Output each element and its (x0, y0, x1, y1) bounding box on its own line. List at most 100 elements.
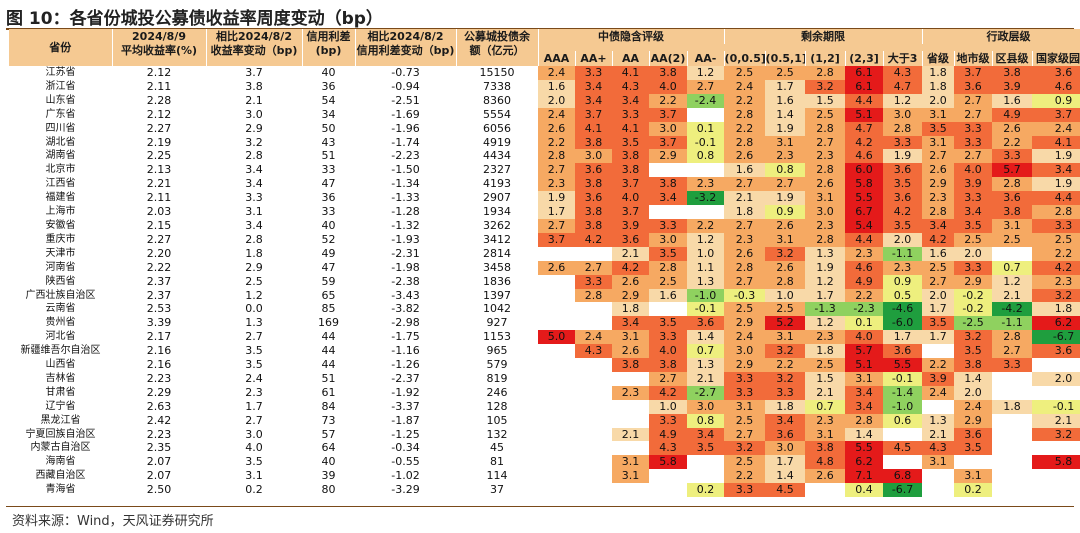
table-cell: 61 (321, 385, 336, 399)
table-cell: 2.3 (1032, 274, 1080, 289)
table-cell: -2.98 (391, 316, 420, 330)
table-cell: -6.0 (883, 316, 923, 331)
table-cell: 2.8 (724, 260, 766, 275)
table-cell: 3.3 (575, 274, 612, 289)
table-cell: 4.3 (649, 441, 687, 456)
table-cell: 2.1 (245, 93, 263, 107)
table-cell: 36 (321, 79, 336, 93)
table-cell: 2907 (483, 191, 511, 205)
table-cell: 37 (490, 483, 504, 497)
table-cell: 2.8 (922, 205, 955, 219)
table-cell: 2.11 (146, 191, 172, 205)
table-cell: 2.7 (922, 274, 955, 289)
table-row: 黑龙江省 2.42 2.7 73 -1.87 105 3.3 0.8 2.5 3.4 2.3 2.8 0… (9, 413, 1080, 428)
table-cell: 3.0 (883, 107, 923, 122)
header-admin-col: 区县级 (992, 51, 1033, 66)
table-cell: 2.8 (992, 330, 1033, 345)
table-cell: 2.11 (146, 79, 172, 93)
table-cell: 1.4 (765, 107, 806, 122)
table-cell: 2.35 (146, 441, 172, 455)
table-cell: 3.3 (954, 191, 993, 206)
table-cell: 3.5 (954, 344, 993, 359)
table-cell (1032, 358, 1080, 372)
table-cell: 0.0 (245, 302, 263, 316)
table-cell: 2.5 (922, 260, 955, 275)
table-cell: 3.6 (765, 427, 806, 442)
table-cell: 2.9 (245, 121, 263, 135)
table-cell (922, 400, 954, 414)
province-name: 山东省 (45, 94, 76, 106)
table-cell: 4.9 (649, 427, 687, 442)
table-cell: 3.1 (245, 469, 263, 483)
table-cell: 1.7 (922, 302, 955, 317)
province-name: 山西省 (45, 359, 76, 371)
table-cell (922, 344, 954, 358)
table-row: 上海市 2.03 3.1 33 -1.28 1934 1.7 3.8 3.7 1.8 0.9 3.0 6… (9, 205, 1080, 219)
table-cell (992, 247, 1032, 261)
table-cell: 59 (321, 274, 336, 288)
table-cell: 2.5 (805, 107, 846, 122)
table-cell: 3.0 (575, 149, 612, 164)
table-row: 江苏省 2.12 3.7 40 -0.73 15150 2.4 3.3 4.1 3.8 1.2 2.5… (9, 66, 1080, 80)
table-cell: 3.6 (1032, 344, 1080, 359)
table-cell: 2.8 (538, 149, 575, 164)
table-cell: 3.6 (1032, 66, 1080, 80)
table-cell: 3.4 (649, 191, 687, 206)
table-cell: -0.1 (687, 135, 725, 150)
table-cell: 4.0 (845, 330, 884, 345)
table-cell: 2.27 (146, 121, 172, 135)
header-admin-group: 行政层级 (922, 29, 1080, 44)
table-cell: 2.3 (538, 177, 575, 192)
table-cell: 0.1 (845, 316, 884, 331)
table-cell: 4.5 (883, 441, 923, 456)
table-cell: 3262 (483, 218, 511, 232)
table-cell: 1.7 (765, 455, 806, 470)
table-cell: 2.4 (922, 385, 955, 400)
table-cell: 3.1 (612, 469, 649, 484)
table-cell (612, 372, 649, 386)
table-cell: 3.3 (954, 260, 993, 275)
table-cell (687, 455, 724, 469)
table-cell: 3.7 (612, 205, 649, 219)
table-cell: 1934 (483, 205, 511, 219)
table-cell: 4434 (483, 149, 511, 163)
table-cell: 2.6 (724, 246, 766, 261)
table-cell: 2.5 (765, 66, 806, 80)
table-cell: 2.8 (805, 232, 846, 247)
table-cell: 1.2 (883, 93, 923, 108)
table-cell: 3.6 (575, 191, 612, 206)
province-name: 安徽省 (45, 219, 76, 231)
table-cell: 84 (321, 399, 336, 413)
table-cell: 2.7 (724, 427, 766, 442)
table-cell: 0.9 (765, 205, 806, 219)
table-cell: 2.22 (146, 260, 172, 274)
table-cell: 2.63 (146, 399, 172, 413)
table-cell: 36 (321, 191, 336, 205)
table-cell (992, 386, 1032, 400)
table-cell (538, 414, 575, 428)
table-cell: 2.8 (724, 135, 766, 150)
table-cell: 2.9 (724, 316, 766, 331)
table-cell (649, 302, 687, 316)
header-admin-col: 地市级 (954, 51, 993, 66)
table-cell: 2.7 (954, 149, 993, 164)
table-cell: 44 (321, 330, 336, 344)
table-cell: 2.0 (922, 288, 955, 303)
table-cell: 2.7 (245, 413, 263, 427)
table-cell (575, 469, 612, 483)
table-cell: 3.0 (245, 107, 263, 121)
table-cell: 3.4 (575, 79, 612, 94)
province-name: 宁夏回族自治区 (25, 428, 96, 440)
header-term-col: (2,3] (845, 51, 884, 66)
table-cell: 3.0 (649, 232, 687, 247)
table-cell: 3.5 (245, 455, 263, 469)
table-cell: 3412 (483, 232, 511, 246)
table-cell: 2.0 (922, 93, 955, 108)
province-name: 江西省 (45, 178, 76, 190)
table-cell: 2.8 (575, 288, 612, 303)
table-cell: -1.33 (391, 191, 420, 205)
table-row: 河北省 2.17 2.7 44 -1.75 1153 5.0 2.4 3.1 3.3 1.4 2.4 3… (9, 330, 1080, 345)
table-cell: -1.1 (883, 246, 923, 261)
table-cell: 2.5 (765, 302, 806, 317)
table-cell: 3.4 (922, 218, 955, 233)
